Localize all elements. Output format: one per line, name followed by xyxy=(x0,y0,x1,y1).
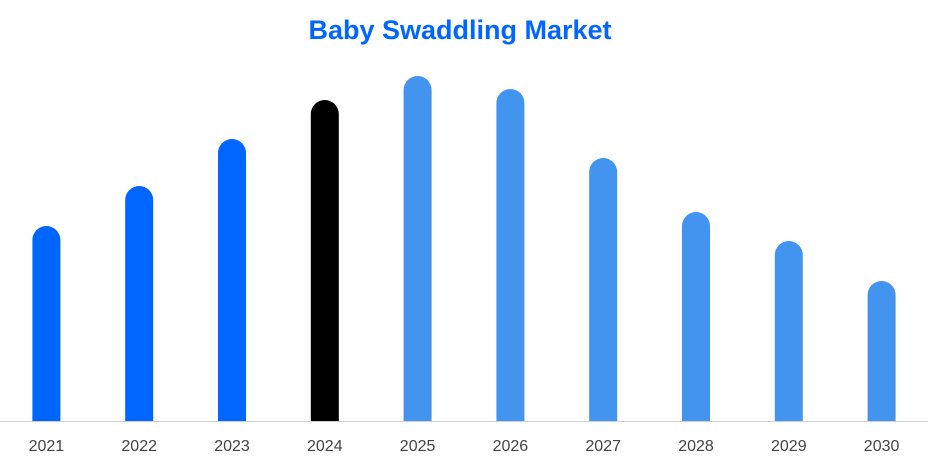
bar xyxy=(496,88,525,421)
x-tick-label: 2028 xyxy=(678,438,714,455)
bar xyxy=(32,226,61,421)
chart-title: Baby Swaddling Market xyxy=(308,15,611,45)
bar xyxy=(682,212,710,421)
bar xyxy=(589,158,618,422)
x-tick-label: 2027 xyxy=(585,438,621,455)
x-tick-label: 2026 xyxy=(493,438,529,455)
x-tick-label: 2023 xyxy=(214,438,250,455)
x-tick-label: 2022 xyxy=(121,438,157,455)
x-tick-label: 2021 xyxy=(29,438,65,455)
bar xyxy=(774,241,803,421)
bar xyxy=(125,186,154,421)
x-tick-label: 2025 xyxy=(400,438,436,455)
x-tick-label: 2030 xyxy=(864,438,900,455)
bar xyxy=(867,281,896,421)
bar xyxy=(218,139,246,421)
bar xyxy=(403,76,432,421)
x-tick-label: 2029 xyxy=(771,438,807,455)
bar xyxy=(310,100,339,422)
x-tick-label: 2024 xyxy=(307,438,343,455)
